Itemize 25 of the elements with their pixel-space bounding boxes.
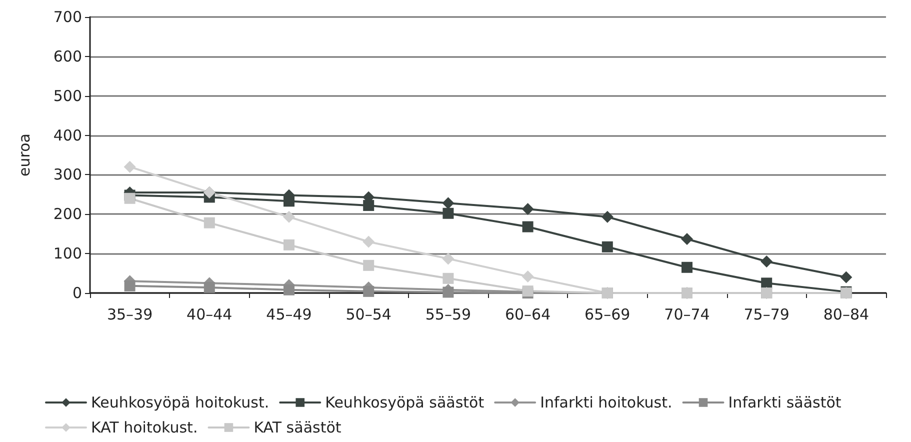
y-tick-label: 700: [53, 8, 82, 26]
y-axis-title: euroa: [16, 134, 34, 176]
x-tick-label: 65–69: [584, 306, 630, 324]
y-tick-label: 300: [53, 166, 82, 184]
y-tick-label: 400: [53, 126, 82, 144]
x-tick-label: 40–44: [186, 306, 232, 324]
x-tick-label: 70–74: [664, 306, 710, 324]
x-tick-label: 80–84: [823, 306, 870, 324]
x-tick-label: 45–49: [266, 306, 312, 324]
y-tick-label: 200: [53, 205, 82, 224]
y-tick-label: 0: [72, 284, 82, 302]
legend-label: Infarkti hoitokust.: [540, 394, 672, 412]
legend-label: KAT hoitokust.: [91, 418, 198, 436]
x-tick-label: 75–79: [744, 306, 790, 324]
x-tick-label: 35–39: [106, 306, 153, 324]
legend-label: Keuhkosyöpä säästöt: [325, 394, 484, 412]
legend-label: KAT säästöt: [254, 418, 342, 436]
x-tick-label: 60–64: [504, 306, 551, 324]
y-tick-label: 600: [53, 47, 82, 66]
legend-label: Infarkti säästöt: [728, 394, 842, 412]
x-tick-label: 55–59: [425, 306, 472, 324]
y-tick-label: 500: [53, 86, 82, 105]
y-tick-label: 100: [53, 244, 82, 263]
legend-label: Keuhkosyöpä hoitokust.: [91, 394, 270, 412]
x-tick-label: 50–54: [346, 306, 392, 324]
